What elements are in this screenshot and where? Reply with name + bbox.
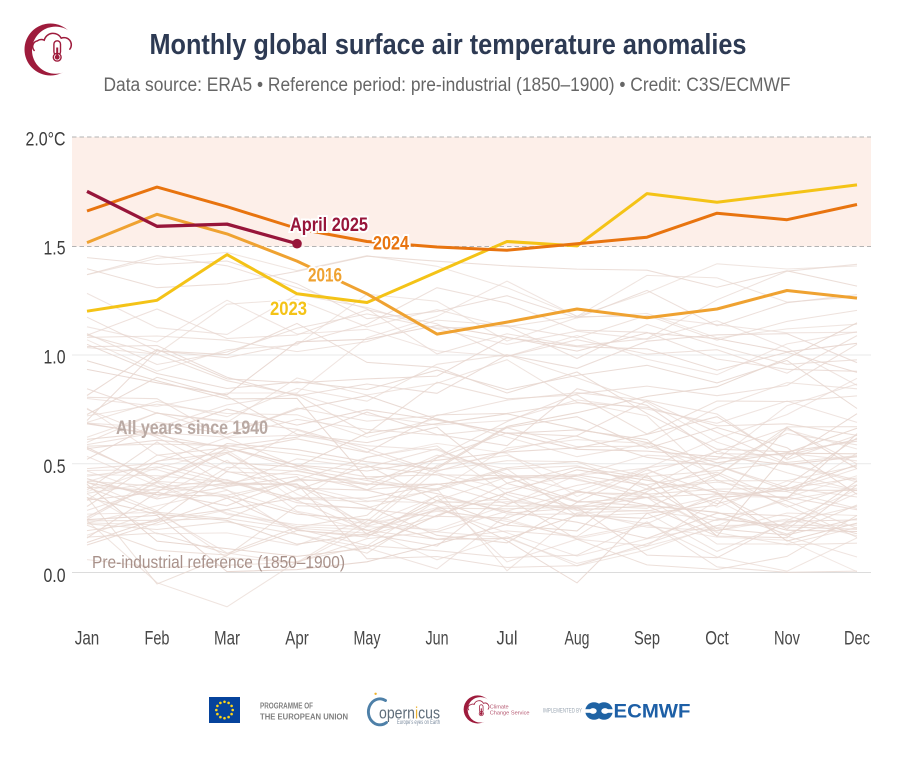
svg-text:2024: 2024 [373, 234, 409, 255]
svg-text:THE EUROPEAN UNION: THE EUROPEAN UNION [260, 712, 348, 722]
svg-text:Dec: Dec [844, 629, 870, 650]
svg-text:ECMWF: ECMWF [614, 702, 691, 723]
svg-text:Jul: Jul [497, 629, 518, 650]
svg-text:PROGRAMME OF: PROGRAMME OF [260, 701, 313, 711]
svg-text:Climate: Climate [490, 705, 509, 711]
svg-text:Apr: Apr [285, 629, 309, 650]
svg-text:All years since 1940: All years since 1940 [116, 418, 268, 439]
svg-text:opernicus: opernicus [379, 704, 440, 723]
svg-text:Europe’s eyes on Earth: Europe’s eyes on Earth [397, 720, 440, 726]
svg-text:Pre-industrial reference (1850: Pre-industrial reference (1850–1900) [92, 552, 345, 572]
svg-text:1.5: 1.5 [44, 239, 66, 260]
svg-text:1.0: 1.0 [44, 348, 66, 369]
svg-text:Sep: Sep [634, 629, 660, 650]
svg-text:April 2025: April 2025 [290, 215, 368, 236]
svg-text:Jan: Jan [75, 629, 100, 650]
svg-text:IMPLEMENTED BY: IMPLEMENTED BY [543, 708, 582, 715]
svg-text:May: May [354, 629, 381, 650]
svg-text:0.5: 0.5 [44, 457, 66, 478]
svg-text:Data source: ERA5 • Reference: Data source: ERA5 • Reference period: pr… [104, 75, 791, 96]
svg-text:Aug: Aug [565, 629, 590, 650]
svg-text:Feb: Feb [145, 629, 170, 650]
svg-text:2023: 2023 [270, 299, 307, 320]
svg-text:Mar: Mar [214, 629, 241, 650]
svg-text:Oct: Oct [705, 629, 729, 650]
svg-text:Nov: Nov [774, 629, 800, 650]
svg-text:2016: 2016 [308, 266, 342, 287]
svg-text:2.0°C: 2.0°C [26, 129, 66, 150]
svg-text:0.0: 0.0 [44, 566, 66, 587]
svg-text:Change Service: Change Service [490, 711, 530, 717]
svg-text:Monthly global surface air tem: Monthly global surface air temperature a… [150, 29, 747, 61]
svg-text:Jun: Jun [426, 629, 449, 650]
